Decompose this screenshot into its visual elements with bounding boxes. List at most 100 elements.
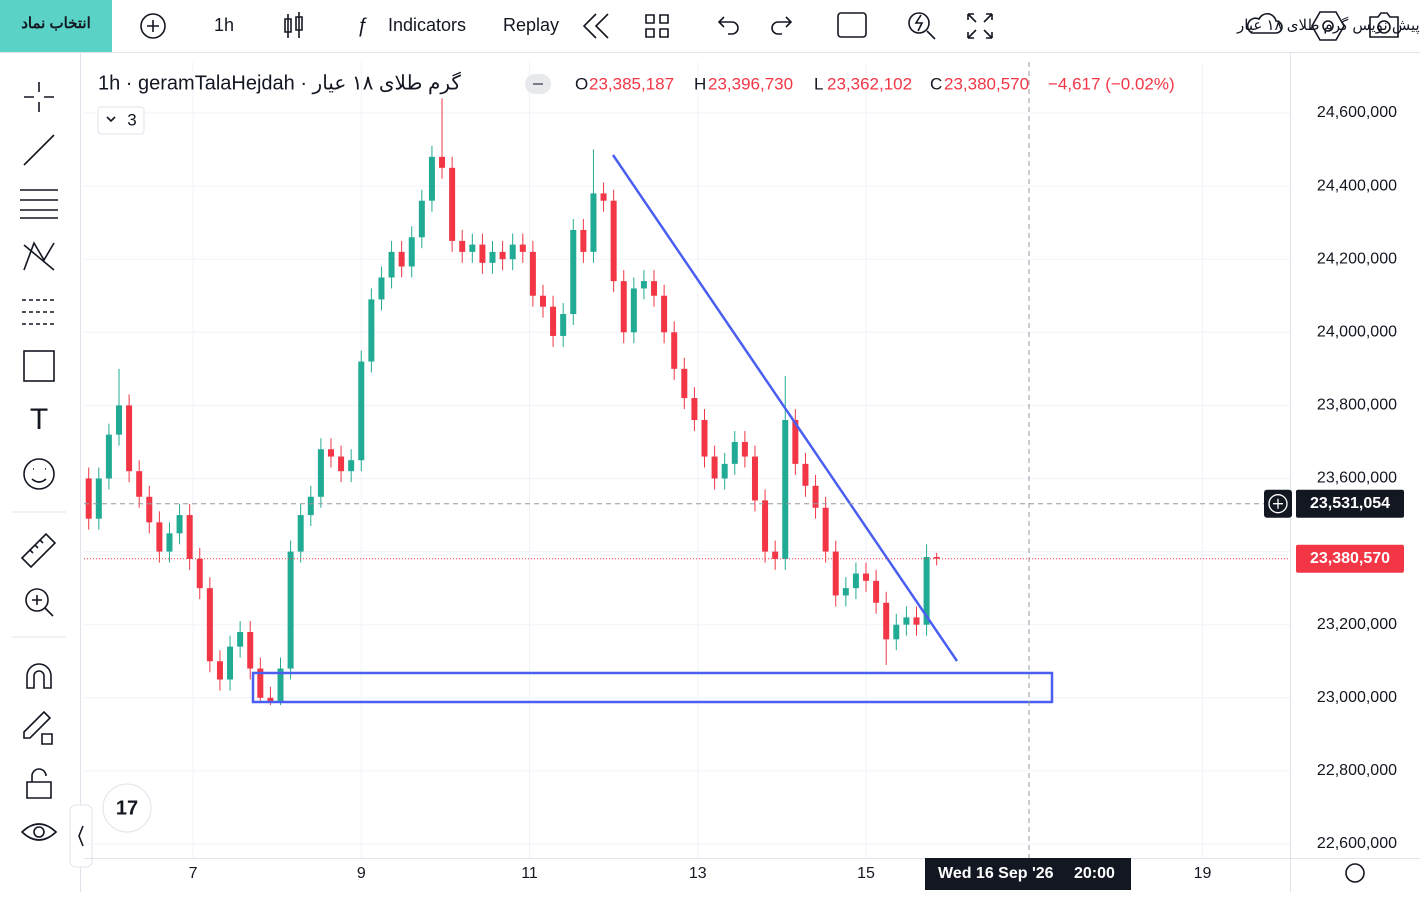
trend-line-tool[interactable] (23, 134, 55, 166)
zoom-tool-mark (32, 595, 54, 617)
candle-body (610, 200, 617, 282)
lock-tool[interactable] (26, 768, 52, 799)
candle-body (731, 441, 738, 464)
y-tick-label: 24,400,000 (1317, 177, 1397, 194)
x-tick-label: 7 (189, 865, 198, 882)
ruler-tool[interactable] (20, 532, 57, 569)
y-tick-label: 23,200,000 (1317, 616, 1397, 633)
candle-body (166, 533, 173, 552)
candle-body (923, 557, 930, 625)
candle-body (651, 281, 658, 296)
candle-body (408, 237, 415, 267)
crosshair-date: Wed 16 Sep '26 (938, 865, 1054, 882)
ohlc-legend: O 23,385,187 H 23,396,730 L 23,362,102 C 23,380… (575, 74, 1175, 93)
candle-body (802, 463, 809, 486)
replay-icon[interactable] (582, 13, 609, 39)
zoom-tool[interactable] (25, 588, 49, 612)
emoji-tool[interactable] (23, 458, 55, 490)
chart-type-icon[interactable] (284, 12, 303, 38)
trend-line-drawing[interactable] (611, 154, 959, 662)
candle-body (216, 661, 223, 680)
candle-body (418, 200, 425, 238)
ohlc-value: 23,362,102 (827, 74, 912, 93)
y-tick-label: 22,800,000 (1317, 762, 1397, 779)
collapse-tab[interactable] (69, 804, 93, 868)
top-toolbar (0, 0, 1420, 52)
magnet-tool[interactable] (26, 663, 52, 689)
x-tick-label: 9 (357, 865, 366, 882)
replay-button[interactable]: Replay (503, 15, 559, 35)
candle-body (822, 507, 829, 552)
lock-drawing-tool[interactable] (23, 710, 53, 745)
fullscreen-box-icon[interactable] (837, 12, 867, 38)
indicators-icon[interactable]: ƒ (356, 14, 367, 36)
tv-logo[interactable] (102, 783, 152, 833)
layout-icon[interactable] (645, 14, 669, 38)
expand-icon[interactable] (967, 13, 993, 39)
indicator-toggle[interactable] (97, 106, 145, 135)
candle-body (913, 617, 920, 625)
candle-body (126, 405, 133, 472)
candle-body (327, 449, 334, 457)
candle-body (681, 368, 688, 399)
candle-body (227, 646, 234, 680)
undo-icon[interactable] (717, 16, 739, 35)
candle-body (570, 229, 577, 315)
rectangle-drawing[interactable] (251, 671, 1054, 704)
symbol-button-text[interactable]: انتخاب نماد (21, 15, 91, 32)
candle-body (640, 281, 647, 289)
candle-body (85, 478, 92, 519)
cursor-tool[interactable] (24, 82, 54, 112)
candle-body (721, 463, 728, 479)
candle-body (620, 281, 627, 333)
ohlc-key: H (694, 74, 706, 93)
symbol-button[interactable] (0, 0, 112, 52)
candle-body (873, 580, 880, 603)
candle-body (307, 496, 314, 516)
last-price-tag (1296, 544, 1404, 573)
ohlc-value: 23,385,187 (589, 74, 674, 93)
pattern-tool[interactable] (23, 241, 55, 271)
candle-body (903, 617, 910, 625)
axis-settings-icon[interactable] (1345, 863, 1365, 883)
fib-tool[interactable] (20, 189, 58, 219)
projection-tool[interactable] (22, 299, 56, 325)
candle-body (287, 551, 294, 669)
y-tick-label: 24,200,000 (1317, 250, 1397, 267)
alert-icon[interactable] (908, 12, 930, 34)
ohlc-change: −4,617 (−0.02%) (1048, 74, 1175, 93)
cloud-icon (1246, 13, 1283, 34)
ohlc-value: 23,380,570 (944, 74, 1029, 93)
candles (85, 98, 940, 706)
candle-body (772, 551, 779, 559)
candle-body (196, 558, 203, 589)
candle-body (863, 573, 870, 581)
candle-body (832, 551, 839, 596)
candle-body (439, 156, 446, 168)
redo-icon[interactable] (771, 16, 793, 35)
crosshair-time-tag (925, 858, 1131, 890)
candle-body (842, 588, 849, 596)
text-tool[interactable]: T (30, 403, 48, 436)
candle-body (499, 251, 506, 260)
crosshair-hour: 20:00 (1074, 865, 1115, 882)
candle-body (105, 434, 112, 479)
ohlc-key: O (575, 74, 588, 93)
add-symbol-icon[interactable] (140, 13, 166, 39)
y-tick-label: 24,600,000 (1317, 104, 1397, 121)
candle-body (257, 668, 264, 698)
snapshot-lens (1377, 20, 1391, 34)
visibility-tool[interactable] (20, 823, 58, 841)
alert-icon-mark (914, 14, 936, 40)
settings-icon[interactable] (1311, 11, 1345, 41)
interval[interactable]: 1h (214, 15, 234, 35)
snapshot-icon[interactable] (1369, 12, 1399, 38)
indicators-button[interactable]: Indicators (388, 15, 466, 35)
candle-body (95, 478, 102, 519)
indicator-count[interactable]: 3 (127, 110, 136, 129)
shape-tool[interactable] (23, 350, 55, 382)
candle-body (630, 288, 637, 333)
candle-body (388, 251, 395, 278)
candle-body (115, 405, 122, 435)
